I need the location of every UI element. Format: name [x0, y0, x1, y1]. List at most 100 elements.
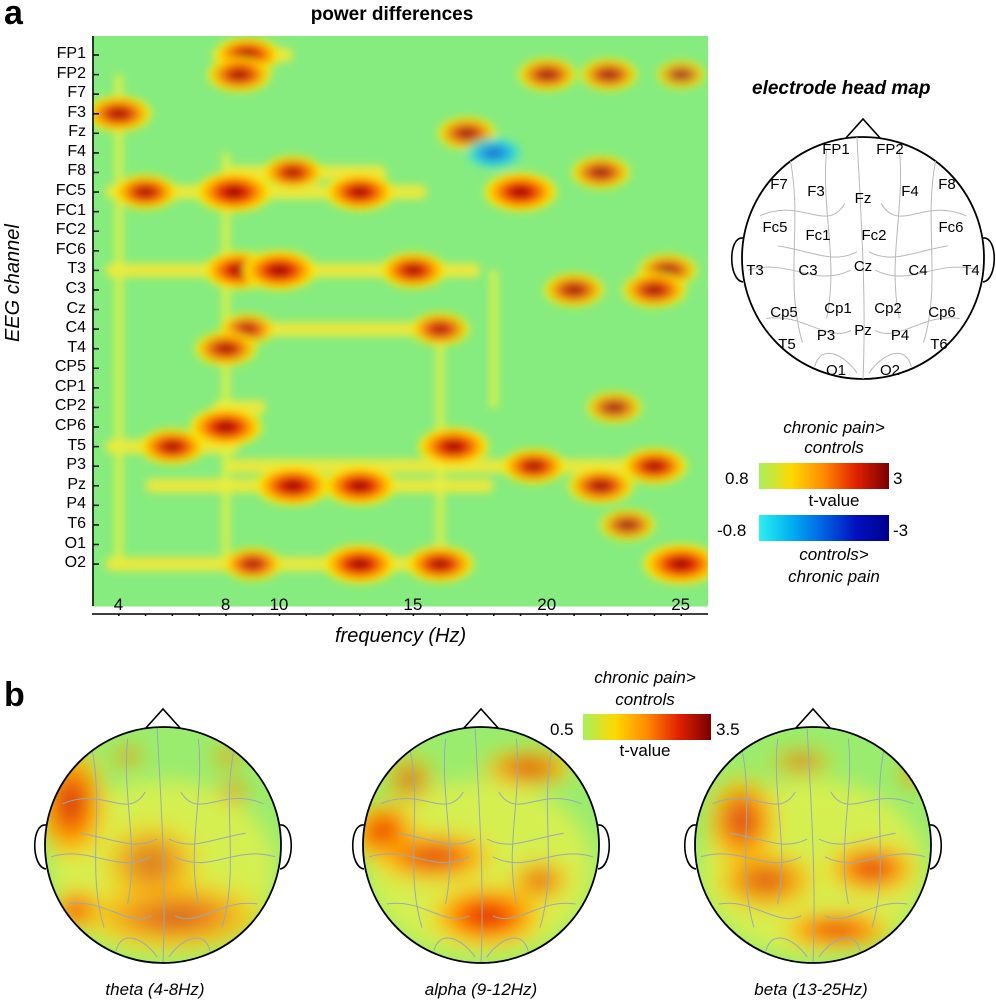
heatmap-cell [192, 170, 275, 215]
brain-sulci [700, 726, 926, 964]
right-ear [597, 824, 610, 870]
electrode-label: F7 [770, 176, 788, 193]
legend-a-neg-label-2: chronic pain [788, 567, 880, 586]
heatmap-cell [541, 271, 607, 309]
left-ear [352, 824, 365, 870]
sulcus [433, 937, 476, 958]
sulcus [818, 937, 861, 958]
sulcus [80, 832, 158, 845]
legend-a-pos-label-2: controls [804, 438, 864, 457]
channel-label: CP5 [54, 358, 86, 376]
topomap-region [504, 856, 576, 904]
sulcus [868, 352, 912, 374]
sulcus [492, 853, 594, 864]
heatmap-frame [92, 36, 708, 607]
channel-label: CP1 [54, 377, 86, 395]
channel-label: C3 [65, 279, 86, 297]
heatmap-cell [408, 311, 473, 348]
sulcus [62, 791, 146, 805]
sulcus [824, 902, 908, 920]
topomap-region [109, 742, 146, 771]
sulcus [814, 352, 858, 374]
heatmap-streak [489, 270, 498, 408]
x-tick-label: 15 [403, 595, 423, 614]
channel-labels: FP1 FP2 F7 F3 Fz F4 F8 FC5 FC1 FC2 FC6 T3 C3 Cz C4 T4 CP… [22, 36, 92, 576]
legend-a-pos-max: 3 [893, 469, 903, 488]
heatmap-streak [225, 322, 454, 337]
sulcus [174, 853, 276, 864]
electrode-label: FP1 [822, 141, 850, 158]
channel-label: T3 [67, 260, 86, 278]
heatmap-cell [136, 427, 208, 467]
sulcus [818, 832, 896, 845]
x-tick-label: 20 [537, 595, 557, 614]
heatmap-cell [186, 405, 266, 449]
heatmap-cell [377, 250, 449, 290]
sulcus [443, 738, 451, 905]
sulcus [765, 937, 808, 958]
sulcus [492, 902, 576, 920]
channel-label: FC6 [55, 240, 86, 258]
sulcus [50, 853, 152, 864]
topomap-region [771, 908, 902, 952]
heatmap-cell [515, 56, 580, 93]
channel-label: CP6 [54, 417, 86, 435]
sulcus [824, 149, 832, 319]
sulcus [778, 245, 858, 258]
electrode-label: O2 [880, 362, 900, 379]
electrode-label: Fc2 [861, 227, 886, 244]
topomap-region [92, 815, 211, 910]
nose [844, 117, 882, 140]
channel-label: F7 [67, 84, 86, 102]
sulcus [759, 203, 846, 217]
heatmap-cell [322, 171, 398, 213]
electrode-label: T5 [778, 336, 796, 353]
x-axis [92, 613, 708, 616]
right-ear [279, 824, 292, 870]
sulcus [730, 832, 808, 845]
sulcus [174, 902, 258, 920]
electrode-label: Cp2 [874, 300, 902, 317]
sulcus [486, 832, 564, 845]
channel-label: FC5 [55, 182, 86, 200]
heatmap-cell [403, 544, 477, 585]
sulcus [386, 902, 470, 920]
electrode-label: T3 [746, 262, 764, 279]
heatmap-cell [320, 464, 400, 507]
electrode-label: Pz [854, 322, 872, 339]
topomap-region [216, 774, 252, 810]
sulcus [874, 266, 979, 277]
electrode-label: T4 [962, 262, 980, 279]
head-outline [731, 117, 995, 283]
right-ear [982, 237, 995, 283]
sulcus [68, 902, 152, 920]
head-outline [684, 707, 942, 870]
topomap-region [706, 845, 825, 916]
nose [462, 707, 500, 730]
sulcus [368, 853, 470, 864]
nose [144, 707, 182, 730]
band-label-theta: theta (4-8Hz) [105, 980, 205, 999]
channel-label: F4 [67, 142, 86, 160]
colorbar-negative [759, 515, 889, 541]
heatmap-cell [640, 542, 708, 587]
electrode-label: Cp6 [928, 304, 956, 321]
topomap-region [765, 744, 837, 781]
topomap-theta [34, 707, 292, 964]
head-circle [44, 726, 282, 964]
legend-b-min: 0.5 [550, 720, 574, 739]
electrode-label: P3 [817, 327, 835, 344]
channel-label: C4 [65, 319, 86, 337]
electrode-label: C3 [798, 262, 817, 279]
electrode-label: Cp1 [824, 300, 852, 317]
heatmap-cell [92, 94, 155, 134]
legend-a-mid: t-value [808, 491, 860, 510]
heatmap-cell [565, 466, 637, 506]
colorbar-b [583, 714, 711, 740]
sulcus [700, 853, 802, 864]
electrode-label: FP2 [876, 141, 904, 158]
electrode-label: F4 [901, 183, 919, 200]
colorbar-positive [759, 463, 889, 489]
topomap-region [818, 839, 926, 899]
heatmap-cell [618, 446, 691, 486]
